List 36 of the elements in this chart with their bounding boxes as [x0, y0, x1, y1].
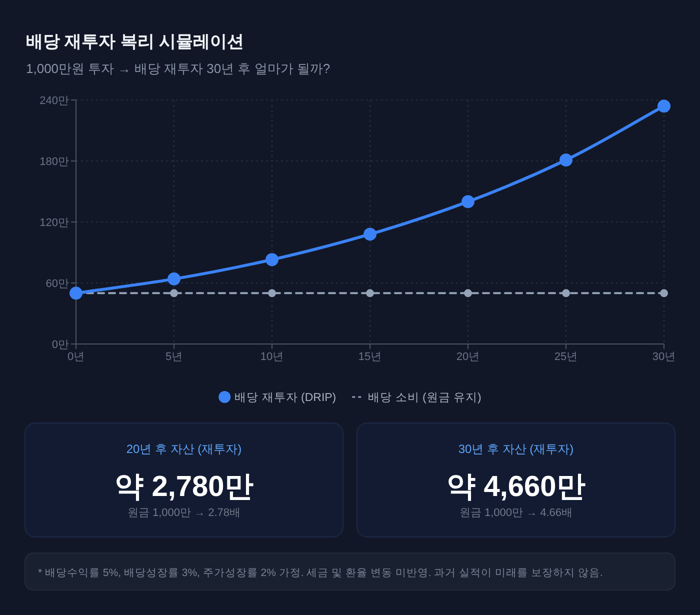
x-tick-label: 25년	[554, 351, 578, 363]
point	[462, 195, 474, 208]
point	[658, 100, 670, 113]
card-title: 30년 후 자산 (재투자)	[458, 442, 574, 456]
card-value: 약 2,780만	[114, 471, 254, 503]
point	[268, 289, 276, 298]
card-value: 약 4,660만	[446, 471, 586, 503]
card-title: 20년 후 자산 (재투자)	[126, 442, 242, 456]
x-tick-label: 15년	[358, 351, 382, 363]
point	[70, 286, 82, 300]
x-tick-label: 10년	[260, 351, 284, 363]
x-tick-label: 5년	[165, 351, 183, 363]
point	[168, 272, 180, 286]
legend-label: 배당 재투자 (DRIP)	[234, 392, 336, 404]
y-tick-label: 180만	[40, 156, 69, 168]
point	[560, 153, 572, 166]
point	[562, 289, 570, 298]
y-tick-label: 240만	[40, 95, 69, 107]
subtitle: 1,000만원 투자 → 배당 재투자 30년 후 얼마가 될까?	[26, 61, 330, 76]
card-note: 원금 1,000만 → 4.66배	[459, 507, 573, 519]
x-tick-label: 30년	[652, 351, 676, 363]
point	[366, 289, 374, 298]
x-tick-label: 0년	[67, 351, 85, 363]
annotation: * 배당수익률 5%, 배당성장률 3%, 주가성장률 2% 가정. 세금 및 환율 변동 미반영. 과거 실적이 미래를 보장하지 않음.	[38, 567, 603, 579]
y-tick-label: 0만	[52, 339, 69, 351]
point	[464, 289, 472, 298]
point	[364, 228, 376, 241]
point	[170, 289, 178, 298]
y-tick-label: 60만	[46, 278, 69, 290]
point	[660, 289, 668, 298]
title: 배당 재투자 복리 시뮬레이션	[26, 32, 244, 51]
card-note: 원금 1,000만 → 2.78배	[127, 507, 241, 519]
y-tick-label: 120만	[40, 217, 69, 229]
x-tick-label: 20년	[456, 351, 480, 363]
point	[266, 253, 278, 266]
legend-label: 배당 소비 (원금 유지)	[368, 392, 482, 404]
